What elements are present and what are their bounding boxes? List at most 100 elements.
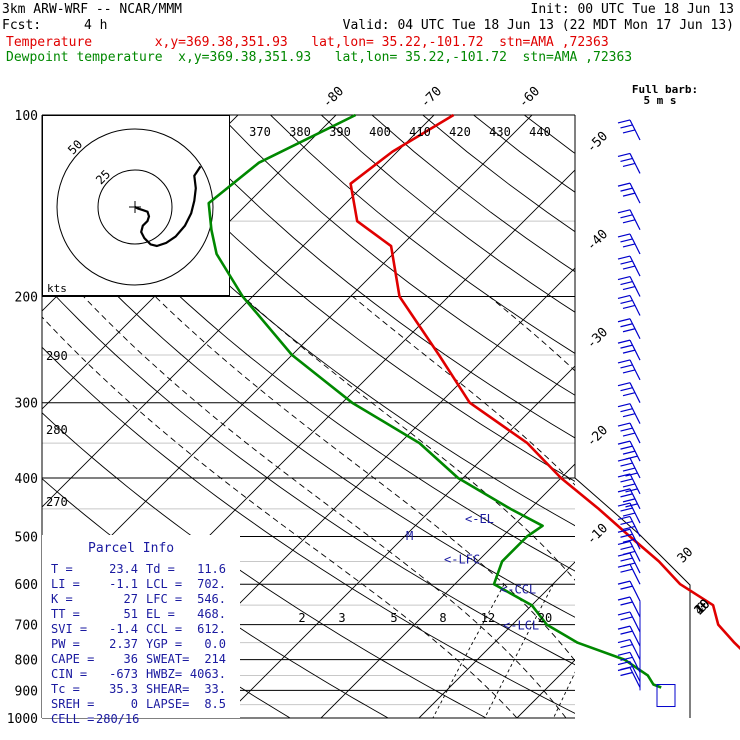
parcel-row-label2: HWBZ= bbox=[146, 667, 182, 681]
parcel-row-label: PW = bbox=[51, 637, 80, 651]
dry-adiabat bbox=[727, 115, 740, 718]
barb-flag bbox=[622, 392, 636, 397]
barb-flag bbox=[620, 462, 633, 467]
barb-flag bbox=[617, 666, 631, 672]
barb-flag bbox=[620, 557, 633, 562]
parcel-row-label2: Td = bbox=[146, 562, 175, 576]
barb-flag bbox=[617, 625, 631, 630]
barb-flag bbox=[620, 280, 633, 286]
barb-flag bbox=[617, 563, 631, 568]
parcel-row-value: 36 bbox=[124, 652, 138, 666]
dry-adiabat bbox=[371, 115, 575, 273]
parcel-row-label: T = bbox=[51, 562, 73, 576]
theta-label: 410 bbox=[409, 125, 431, 139]
pressure-label: 300 bbox=[15, 397, 38, 412]
barb-flag bbox=[620, 214, 633, 219]
barb-flag bbox=[617, 457, 631, 462]
dry-adiabat bbox=[626, 115, 740, 718]
barb-flag bbox=[620, 568, 633, 573]
pressure-label: 400 bbox=[15, 472, 38, 487]
isotherm bbox=[713, 115, 740, 718]
barb-flag bbox=[617, 255, 631, 260]
barb-flag bbox=[620, 478, 633, 483]
wind-barb bbox=[617, 422, 641, 444]
parcel-row-label: CELL = bbox=[51, 712, 94, 726]
parcel-row-value: -673 bbox=[109, 667, 138, 681]
dry-adiabat bbox=[574, 115, 575, 116]
theta-label: 420 bbox=[449, 125, 471, 139]
moist-adiabat bbox=[352, 296, 575, 486]
valid-time: Valid: 04 UTC Tue 18 Jun 13 (22 MDT Mon … bbox=[342, 18, 734, 33]
parcel-row-value2: 33. bbox=[204, 682, 226, 696]
parcel-row-label2: CCL = bbox=[146, 622, 182, 636]
parcel-row-value2: 546. bbox=[197, 592, 226, 606]
barb-flag bbox=[620, 445, 633, 450]
parcel-row-value2: 11.6 bbox=[197, 562, 226, 576]
wind-barb bbox=[617, 182, 641, 204]
mixing-ratio-line bbox=[620, 584, 681, 718]
parcel-row-label: CIN = bbox=[51, 667, 87, 681]
parcel-row-value2: 4063. bbox=[190, 667, 226, 681]
dry-adiabat bbox=[422, 115, 575, 233]
wind-barb bbox=[617, 457, 641, 479]
barb-flag bbox=[622, 432, 636, 437]
isotherm-label: 40 bbox=[692, 597, 714, 619]
barb-flag bbox=[620, 585, 633, 590]
parcel-row-value2: 0.0 bbox=[204, 637, 226, 651]
barb-flag bbox=[617, 422, 631, 427]
barb-flag bbox=[617, 488, 631, 493]
theta-label: 390 bbox=[329, 125, 351, 139]
barb-flag bbox=[620, 520, 633, 526]
parcel-row-label: SREH = bbox=[51, 697, 94, 711]
barb-flag bbox=[620, 427, 633, 432]
isotherm-label: -30 bbox=[584, 325, 611, 352]
wind-barbs bbox=[617, 119, 676, 708]
isotherm bbox=[320, 463, 575, 718]
dry-adiabat bbox=[117, 115, 575, 482]
dry-adiabat bbox=[67, 115, 575, 527]
barb-flag bbox=[617, 233, 631, 238]
wind-barb bbox=[617, 515, 641, 537]
wind-barb bbox=[617, 403, 641, 424]
barb-flag bbox=[617, 440, 631, 445]
wind-barb bbox=[617, 275, 641, 297]
parcel-row-label: CAPE = bbox=[51, 652, 94, 666]
barb-flag bbox=[620, 671, 633, 677]
theta-label: 430 bbox=[489, 125, 511, 139]
pressure-label: 100 bbox=[15, 109, 38, 124]
wind-barb bbox=[617, 651, 641, 673]
pressure-label: 500 bbox=[15, 530, 38, 545]
barb-flag bbox=[620, 238, 633, 243]
parcel-row-label2: EL = bbox=[146, 607, 175, 621]
barb-flag bbox=[622, 538, 636, 543]
level-marker: <-LFC bbox=[444, 553, 480, 567]
barb-flag bbox=[617, 339, 631, 344]
barb-flag bbox=[622, 450, 636, 455]
barb-staff bbox=[629, 639, 641, 660]
isotherm bbox=[42, 115, 435, 508]
mixing-ratio-label: 2 bbox=[298, 611, 305, 625]
wind-barb bbox=[617, 294, 641, 316]
barb-flag bbox=[617, 528, 631, 533]
barb-flag bbox=[620, 656, 633, 661]
parcel-row-label2: SWEAT= bbox=[146, 652, 189, 666]
barb-flag bbox=[617, 275, 631, 281]
wind-barb bbox=[617, 638, 641, 660]
parcel-row-label2: LFC = bbox=[146, 592, 182, 606]
wind-barb bbox=[617, 382, 641, 403]
dewpoint-legend: Dewpoint temperature x,y=369.38,351.93 l… bbox=[6, 50, 633, 65]
barb-staff bbox=[629, 661, 641, 682]
barb-flag bbox=[620, 616, 633, 621]
hodograph-trace bbox=[134, 165, 202, 248]
wind-barb bbox=[617, 152, 641, 174]
barb-flag bbox=[622, 349, 636, 354]
parcel-row-label2: LCL = bbox=[146, 577, 182, 591]
parcel-info-background bbox=[42, 535, 240, 718]
wind-barb bbox=[617, 233, 641, 255]
forecast-label: Fcst: bbox=[2, 18, 42, 33]
barb-flag bbox=[620, 187, 633, 192]
barb-flag bbox=[622, 162, 636, 168]
parcel-row-value2: 702. bbox=[197, 577, 226, 591]
wind-barb bbox=[617, 488, 641, 510]
